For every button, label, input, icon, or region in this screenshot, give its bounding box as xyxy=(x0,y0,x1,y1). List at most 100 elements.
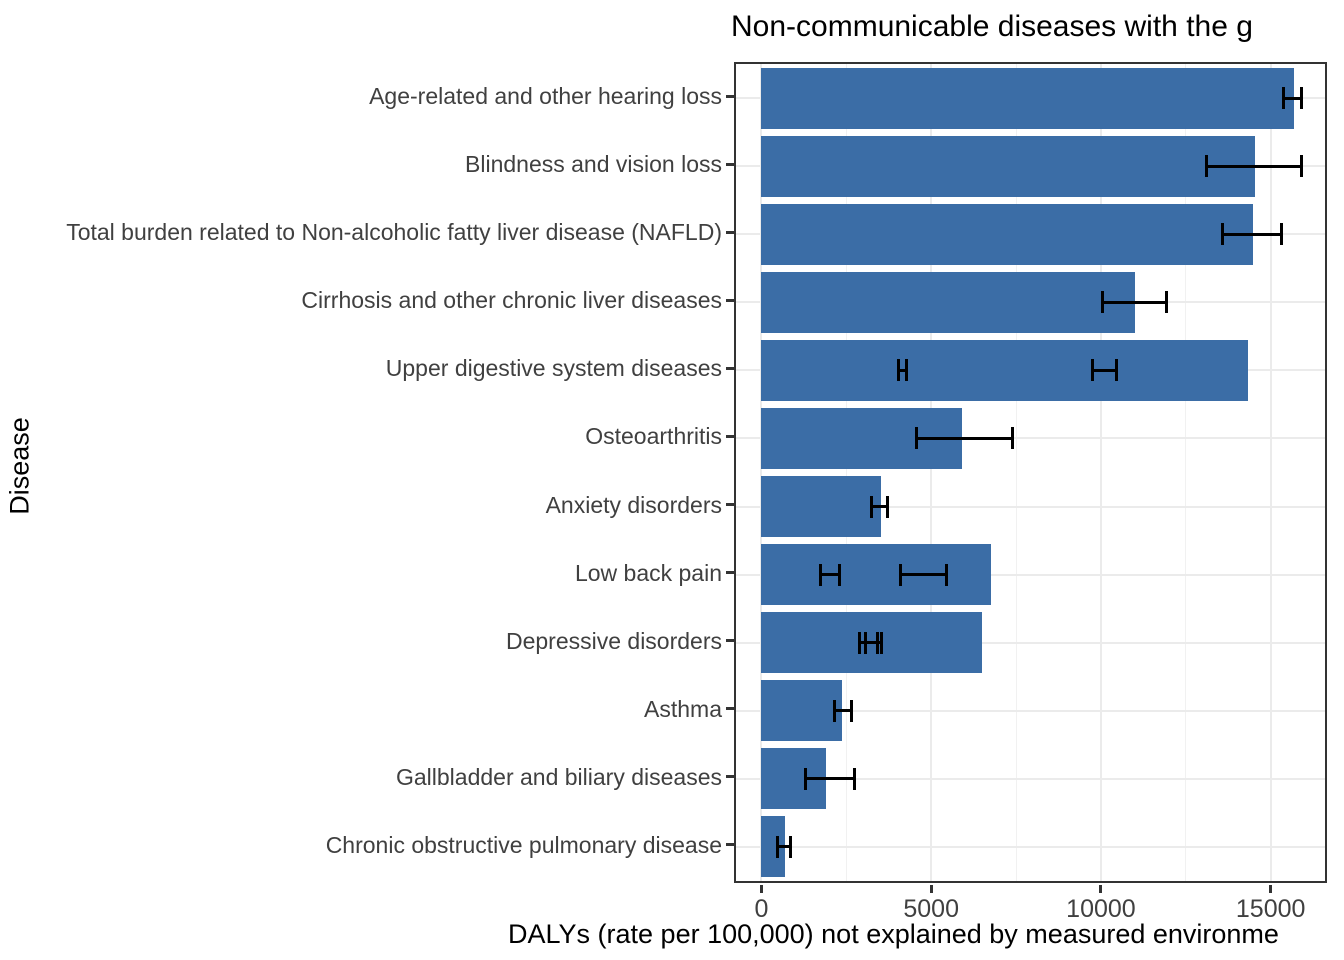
bar xyxy=(761,544,992,606)
y-axis-tick xyxy=(726,366,734,370)
error-bar-cap xyxy=(885,495,889,518)
error-bar-cap xyxy=(1221,223,1225,246)
error-bar-line xyxy=(1222,232,1282,236)
bar xyxy=(761,67,1294,129)
y-axis-tick xyxy=(726,94,734,98)
error-bar-cap xyxy=(1101,291,1105,314)
bar xyxy=(761,271,1135,333)
category-label: Asthma xyxy=(644,695,722,722)
error-bar-line xyxy=(1206,164,1302,168)
error-bar-cap xyxy=(863,631,867,654)
error-bar-cap xyxy=(849,699,853,722)
error-bar-cap xyxy=(1091,359,1095,382)
chart-title: Non-communicable diseases with the g xyxy=(731,10,1253,43)
error-bar-cap xyxy=(832,699,836,722)
error-bar-cap xyxy=(857,631,861,654)
error-bar-cap xyxy=(1300,155,1304,178)
x-tick-label: 10000 xyxy=(1066,895,1136,923)
error-bar-line xyxy=(900,573,947,577)
y-axis-tick xyxy=(726,639,734,643)
y-axis-tick xyxy=(726,434,734,438)
gridline-vertical-minor xyxy=(1185,64,1187,881)
bar xyxy=(761,135,1255,197)
gridline-horizontal-major xyxy=(736,437,1325,440)
category-label: Age-related and other hearing loss xyxy=(369,83,722,110)
bar xyxy=(761,203,1253,265)
y-axis-tick xyxy=(726,571,734,575)
gridline-horizontal-major xyxy=(736,641,1325,644)
gridline-horizontal-major xyxy=(736,505,1325,508)
error-bar-cap xyxy=(838,563,842,586)
category-label: Blindness and vision loss xyxy=(465,151,722,178)
error-bar-cap xyxy=(1115,359,1119,382)
y-axis-tick xyxy=(726,162,734,166)
bar xyxy=(761,816,785,878)
gridline-vertical-major xyxy=(1269,64,1272,881)
error-bar-cap xyxy=(879,631,883,654)
y-axis-tick xyxy=(726,298,734,302)
error-bar-line xyxy=(1092,368,1117,372)
x-axis-tick xyxy=(759,885,763,893)
bar xyxy=(761,339,1248,401)
gridline-horizontal-major xyxy=(736,777,1325,780)
bar xyxy=(761,476,881,538)
error-bar-cap xyxy=(944,563,948,586)
category-label: Anxiety disorders xyxy=(545,491,722,518)
error-bar-line xyxy=(834,709,852,713)
error-bar-cap xyxy=(915,427,919,450)
gridline-vertical-minor xyxy=(845,64,847,881)
category-label: Osteoarthritis xyxy=(585,423,722,450)
error-bar-cap xyxy=(904,359,908,382)
x-axis-tick xyxy=(1099,885,1103,893)
x-tick-label: 15000 xyxy=(1235,895,1306,923)
error-bar-cap xyxy=(896,359,900,382)
bar xyxy=(761,680,842,742)
error-bar-cap xyxy=(852,767,856,790)
gridline-horizontal-major xyxy=(736,573,1325,576)
category-label: Gallbladder and biliary diseases xyxy=(395,763,722,790)
x-axis-tick xyxy=(929,885,933,893)
error-bar-line xyxy=(805,777,855,781)
y-axis-tick xyxy=(726,843,734,847)
gridline-vertical-major xyxy=(1099,64,1102,881)
gridline-horizontal-major xyxy=(736,845,1325,848)
error-bar-cap xyxy=(803,767,807,790)
error-bar-cap xyxy=(1280,223,1284,246)
error-bar-line xyxy=(871,505,888,509)
x-axis-tick xyxy=(1269,885,1273,893)
error-bar-line xyxy=(1102,300,1167,304)
y-axis-tick xyxy=(726,230,734,234)
error-bar-cap xyxy=(776,835,780,858)
category-label: Upper digestive system diseases xyxy=(385,355,722,382)
category-label: Low back pain xyxy=(574,559,722,586)
plot-panel xyxy=(734,62,1327,883)
y-axis-label: Disease xyxy=(4,417,35,515)
y-axis-tick xyxy=(726,707,734,711)
y-axis-tick xyxy=(726,775,734,779)
error-bar-line xyxy=(898,368,907,372)
x-tick-label: 5000 xyxy=(903,895,959,923)
error-bar-line xyxy=(916,436,1013,440)
error-bar-cap xyxy=(1299,87,1303,110)
error-bar-line xyxy=(865,641,882,645)
error-bar-cap xyxy=(869,495,873,518)
category-label: Depressive disorders xyxy=(505,627,722,654)
y-axis-tick xyxy=(726,503,734,507)
category-label: Total burden related to Non-alcoholic fa… xyxy=(66,219,722,246)
error-bar-cap xyxy=(1011,427,1015,450)
gridline-vertical-major xyxy=(760,64,763,881)
error-bar-line xyxy=(820,573,840,577)
error-bar-line xyxy=(1283,96,1302,100)
category-label: Cirrhosis and other chronic liver diseas… xyxy=(301,287,722,314)
error-bar-cap xyxy=(1165,291,1169,314)
x-tick-label: 0 xyxy=(754,895,769,923)
error-bar-cap xyxy=(1205,155,1209,178)
error-bar-cap xyxy=(899,563,903,586)
error-bar-line xyxy=(777,845,791,849)
error-bar-cap xyxy=(788,835,792,858)
category-label: Chronic obstructive pulmonary disease xyxy=(325,831,722,858)
gridline-vertical-minor xyxy=(1015,64,1017,881)
error-bar-cap xyxy=(819,563,823,586)
gridline-vertical-major xyxy=(930,64,933,881)
error-bar-cap xyxy=(1282,87,1286,110)
